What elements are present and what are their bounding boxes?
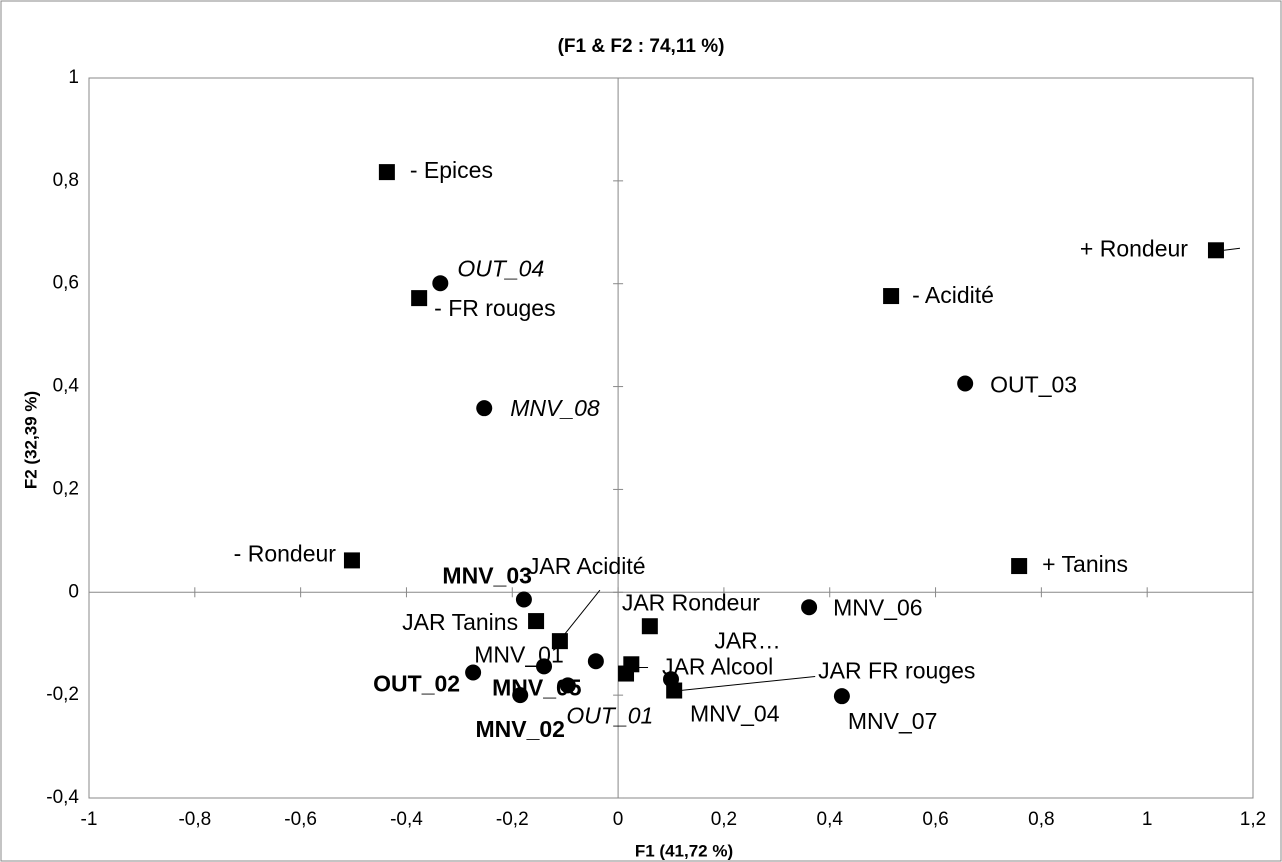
x-tick-label: 0,4 [817,809,844,830]
point-label: JAR Acidité [528,553,646,579]
y-tick-label: 0,6 [53,273,79,294]
point-label: - Acidité [912,282,994,308]
x-tick-label: -0,8 [178,809,211,830]
x-tick-label: 0,6 [922,809,948,830]
x-axis-label: F1 (41,72 %) [635,841,733,860]
point-label: MNV_06 [833,594,922,620]
leader-line [1223,247,1241,251]
point [411,290,428,307]
point [883,288,900,305]
point-label: JAR Rondeur [622,589,760,615]
point [378,164,395,181]
point [1011,558,1028,575]
y-tick-label: 0,8 [53,170,79,191]
x-tick-label: 1,2 [1240,809,1266,830]
point [618,665,635,682]
leader-line [680,676,816,692]
leader-line [559,589,601,641]
point-label: JAR Tanins [402,609,518,635]
point [833,688,850,705]
y-tick-label: 0 [68,581,79,602]
chart-title: (F1 & F2 : 74,11 %) [558,36,725,57]
point-label: - Epices [410,157,493,183]
point-label: - Rondeur [234,540,337,566]
point [663,671,679,688]
x-tick-label: 1 [1142,809,1153,830]
point [1207,242,1224,259]
y-tick-label: 1 [68,67,79,88]
point [528,613,545,630]
x-tick-label: -0,4 [390,809,423,830]
point-label: OUT_03 [990,372,1077,398]
point-label: MNV_08 [510,395,600,421]
x-tick-label: -1 [81,809,98,830]
point [465,664,482,681]
point [559,677,576,694]
point-label: MNV_05 [492,674,582,700]
point [957,375,974,392]
y-tick-label: 0,2 [53,478,79,499]
point [476,400,493,417]
point-label: - FR rouges [434,295,555,321]
point [551,633,568,650]
point-label: OUT_02 [373,671,460,697]
x-tick-label: -0,6 [284,809,317,830]
point [587,653,604,670]
x-tick-label: 0,2 [711,809,737,830]
point-label: OUT_01 [566,702,653,728]
point [512,687,529,704]
point-label: MNV_03 [442,563,531,589]
point-label: JAR FR rouges [818,658,975,684]
x-tick-label: 0 [613,809,624,830]
point [801,599,818,616]
y-tick-label: 0,4 [53,376,80,397]
point-label: MNV_01 [474,641,563,667]
point [343,552,360,569]
point [432,275,449,292]
y-tick-label: -0,2 [46,684,79,705]
y-tick-label: -0,4 [46,787,79,808]
point-label: + Tanins [1042,551,1128,577]
x-tick-label: 0,8 [1028,809,1054,830]
point-label: JAR Alcool [662,654,773,680]
point [641,618,658,635]
point-label: OUT_04 [457,255,544,281]
point-label: MNV_07 [848,708,937,734]
plot-area [88,77,1254,799]
y-axis-label: F2 (32,39 %) [21,391,40,489]
point [515,591,532,608]
point-label: MNV_04 [690,700,780,726]
point-label: JAR… [714,627,780,653]
point [536,658,553,675]
point-label: MNV_02 [475,716,564,742]
x-tick-label: -0,2 [496,809,529,830]
point-label: + Rondeur [1080,235,1188,261]
